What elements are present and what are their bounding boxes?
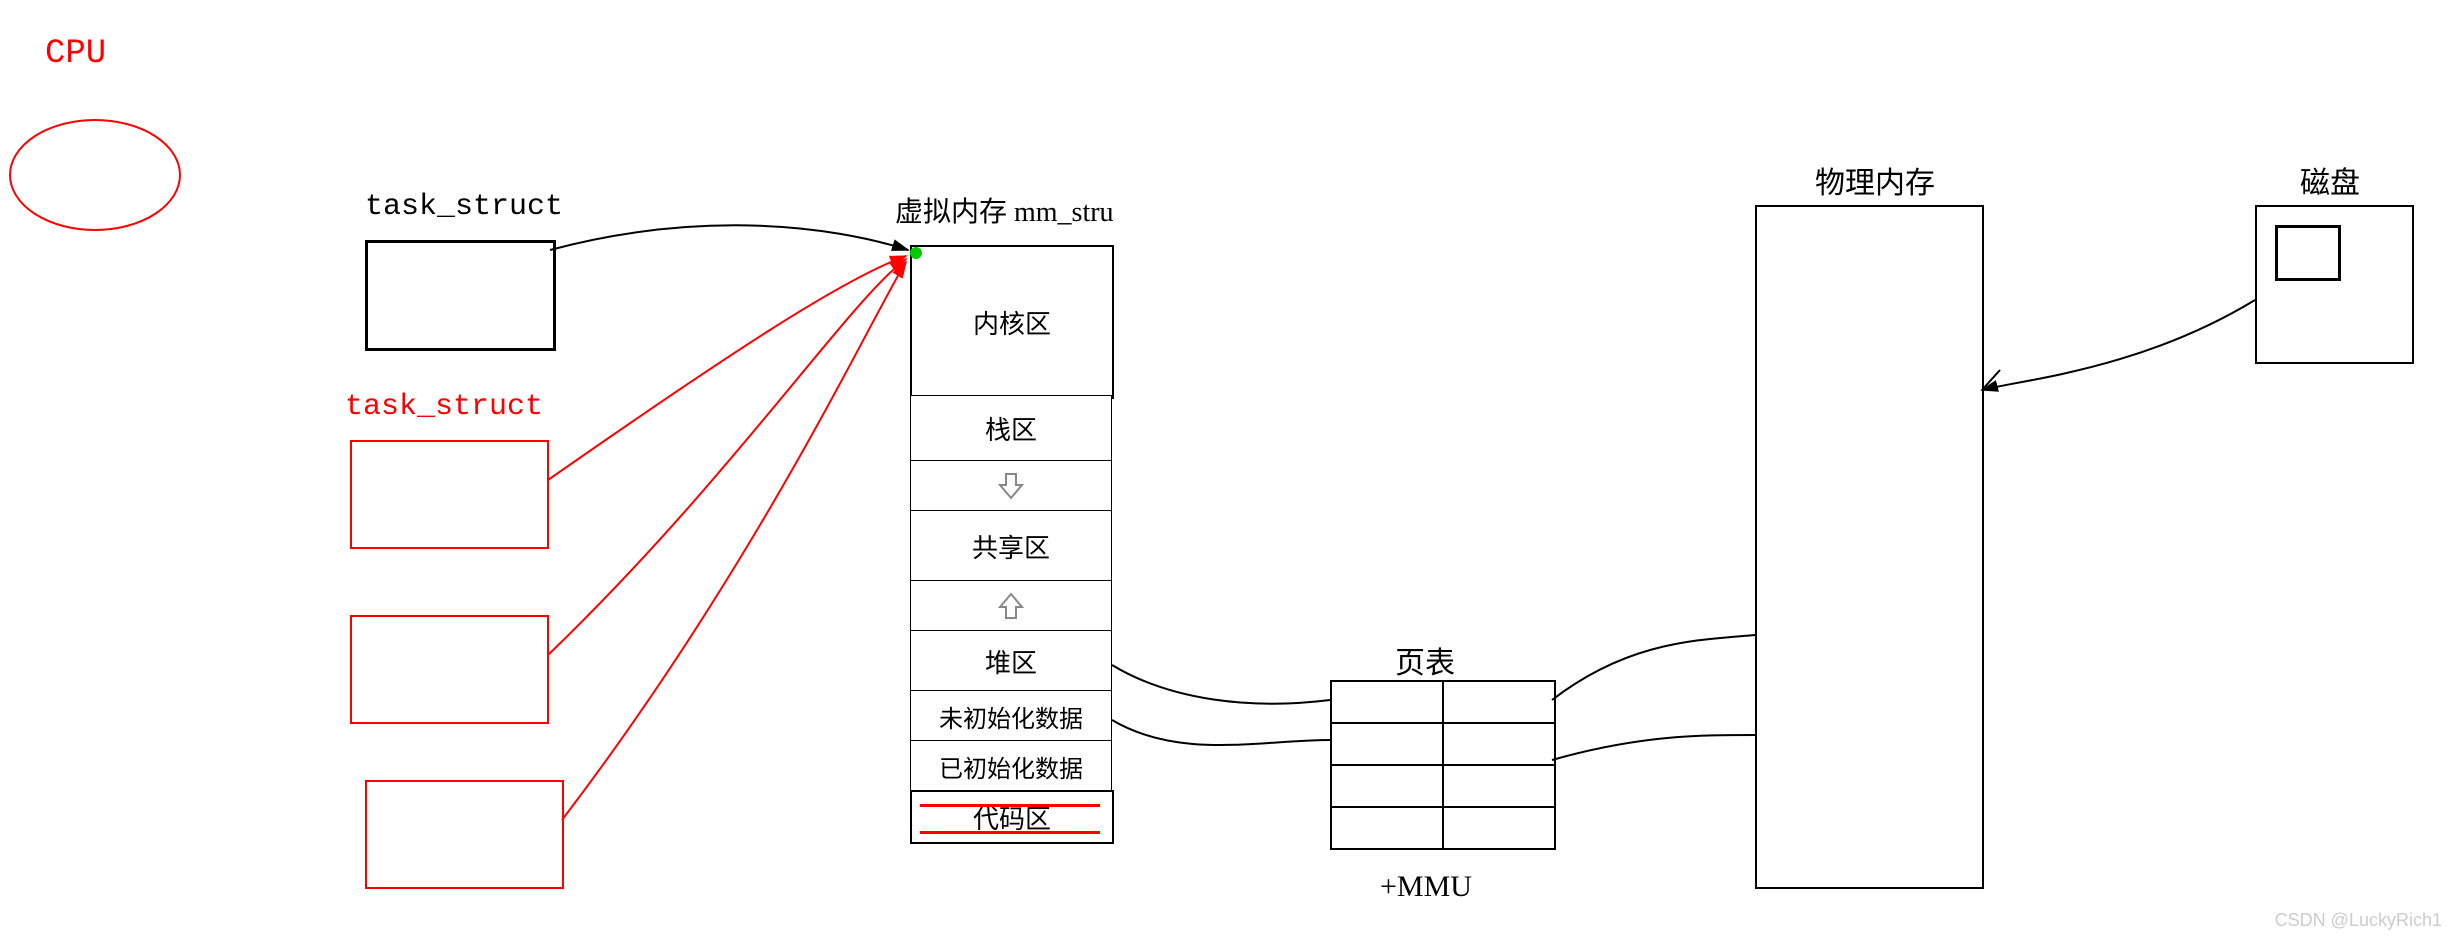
curve-uninit-to-pt xyxy=(1112,720,1330,745)
curve-red-1 xyxy=(548,256,906,480)
task-struct-black-box xyxy=(365,240,556,351)
curve-heap-to-pt xyxy=(1112,665,1330,704)
curve-red-3 xyxy=(562,262,906,820)
curve-black-task-to-mm xyxy=(550,225,908,250)
curve-pt-to-phys-2 xyxy=(1552,735,1755,760)
cpu-ellipse xyxy=(10,120,180,230)
code-highlight xyxy=(920,804,1100,834)
mm-cell-kernel-label: 内核区 xyxy=(973,304,1051,341)
cpu-label: CPU xyxy=(45,35,106,73)
curve-pt-to-phys-1 xyxy=(1552,635,1755,700)
mm-struct-title: 虚拟内存 mm_stru xyxy=(895,190,1114,230)
mm-cell-data: 已初始化数据 xyxy=(910,740,1112,792)
task-struct-red-label: task_struct xyxy=(345,390,543,424)
disk-inner-box xyxy=(2275,225,2341,281)
curve-disk-to-phys xyxy=(1982,300,2255,390)
mm-cell-heap: 堆区 xyxy=(910,630,1112,692)
task-struct-red-box-3 xyxy=(365,780,564,889)
mm-cell-heap-label: 堆区 xyxy=(985,643,1037,680)
page-table xyxy=(1330,680,1556,850)
curve-red-2 xyxy=(548,259,906,655)
mm-cell-stack-label: 栈区 xyxy=(985,410,1037,447)
mm-cell-arrow-down xyxy=(910,460,1112,512)
mm-cell-data-label: 已初始化数据 xyxy=(939,749,1083,784)
page-table-title: 页表 xyxy=(1395,638,1455,682)
arrow-down-icon xyxy=(996,471,1026,501)
task-struct-red-box-2 xyxy=(350,615,549,724)
mmu-label: +MMU xyxy=(1380,870,1472,904)
arrow-up-icon xyxy=(996,591,1026,621)
phys-mem-box xyxy=(1755,205,1984,889)
mm-cell-arrow-up xyxy=(910,580,1112,632)
mm-cell-shared-label: 共享区 xyxy=(972,528,1050,565)
watermark: CSDN @LuckyRich1 xyxy=(2275,910,2442,931)
disk-title: 磁盘 xyxy=(2300,158,2360,202)
phys-mem-title: 物理内存 xyxy=(1815,158,1935,202)
mm-cell-bss: 未初始化数据 xyxy=(910,690,1112,742)
disk-arrow-tick xyxy=(1982,370,2000,390)
task-struct-red-box-1 xyxy=(350,440,549,549)
mm-cell-stack: 栈区 xyxy=(910,395,1112,462)
task-struct-black-label: task_struct xyxy=(365,190,563,224)
mm-cell-kernel: 内核区 xyxy=(910,245,1114,399)
mm-cell-shared: 共享区 xyxy=(910,510,1112,582)
mm-cell-bss-label: 未初始化数据 xyxy=(939,699,1083,734)
